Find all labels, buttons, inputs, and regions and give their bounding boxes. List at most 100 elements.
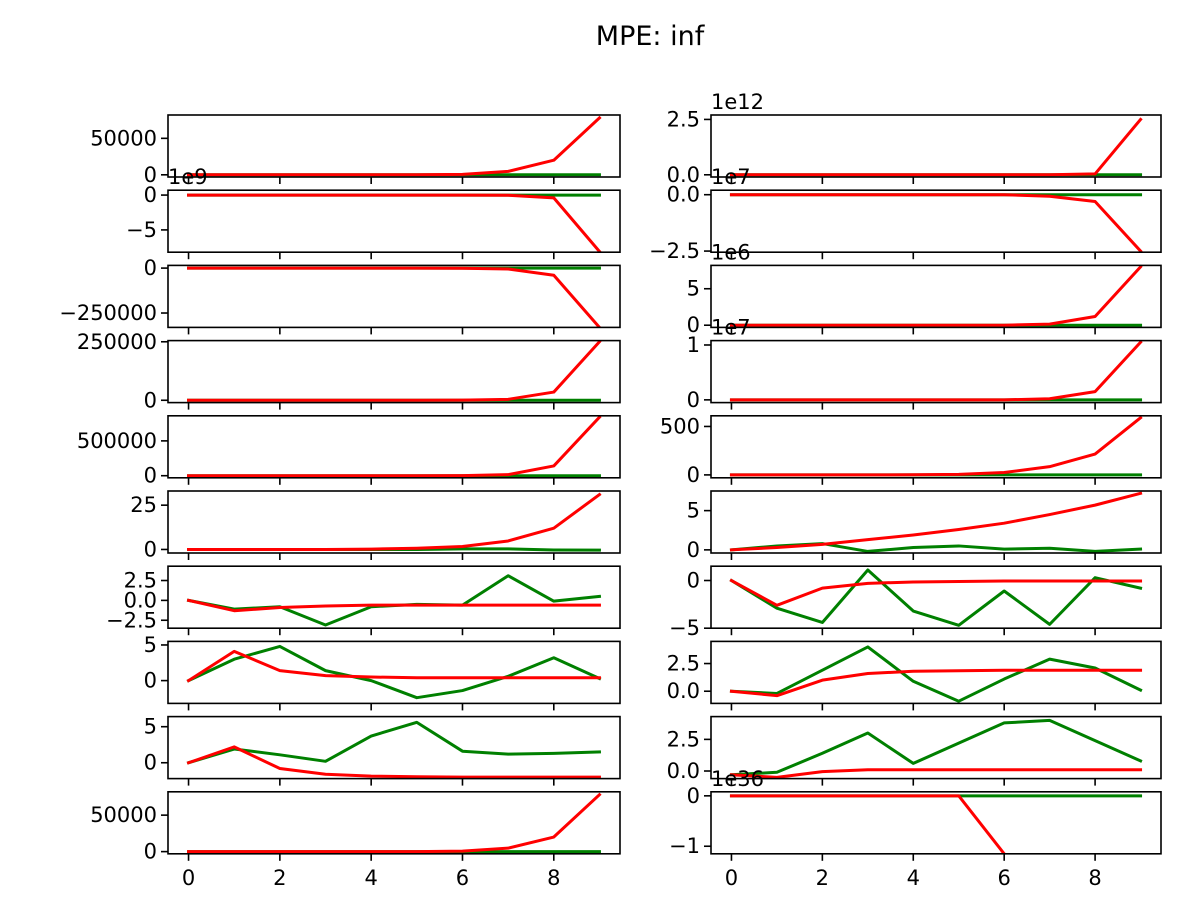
y-tick-label: 0: [144, 840, 157, 864]
y-tick-label: −5: [669, 616, 700, 640]
subplot-r9c0: 0 50000 0 2 4 6 8: [90, 790, 621, 890]
series-line-green: [186, 644, 602, 700]
subplot-r6c0: 2.50.0−2.5: [106, 565, 621, 636]
x-tick-label: 8: [547, 866, 560, 890]
subplot-r7c1: 0.02.5: [667, 640, 1162, 711]
subplot-r3c0: 0 250000: [77, 330, 621, 412]
subplot-grid: 0500000.02.51e120−51e90.0−2.51e70−250000…: [59, 90, 1162, 890]
y-tick-label: 50000: [90, 803, 157, 827]
x-tick-label: 2: [273, 866, 286, 890]
y-tick-label: 0: [144, 669, 157, 693]
axes-frame: [167, 715, 621, 780]
axes-frame: [167, 114, 621, 178]
y-tick-label: 0: [144, 163, 157, 187]
axes-frame: [167, 790, 621, 855]
subplot-r2c0: 0 −250000: [59, 256, 621, 335]
series-line-red: [187, 792, 602, 854]
series-line-red: [187, 193, 602, 253]
axes-frame: [167, 414, 621, 479]
series-line-green: [729, 718, 1143, 777]
y-tick-label: 0.0: [124, 588, 157, 612]
axes-frame: [710, 490, 1162, 554]
y-tick-label: 2.5: [124, 569, 157, 593]
y-tick-label: 2.5: [667, 652, 700, 676]
series-line-red: [729, 491, 1143, 552]
subplot-r8c1: 0.02.5: [667, 715, 1162, 786]
series-line-red: [729, 193, 1143, 253]
y-tick-label: 5: [144, 633, 157, 657]
axes-frame: [710, 264, 1162, 329]
axes-frame: [167, 490, 621, 554]
y-tick-label: −1: [669, 834, 700, 858]
series-line-red: [187, 415, 602, 478]
series-line-red: [187, 492, 602, 551]
subplot-r0c0: 0 50000: [90, 114, 621, 187]
series-line-red: [729, 117, 1143, 177]
axes-frame: [167, 189, 621, 253]
axes-frame: [710, 339, 1162, 404]
y-tick-label: 2.5: [667, 107, 700, 131]
y-tick-label: 5: [687, 499, 700, 523]
axes-frame: [710, 189, 1162, 253]
y-tick-label: 0: [144, 464, 157, 488]
series-line-red: [729, 668, 1143, 698]
y-tick-label: −5: [126, 218, 157, 242]
subplot-r0c1: 0.0 2.5 1e12: [667, 90, 1162, 187]
subplot-r5c0: 0 25: [130, 490, 621, 561]
y-tick-label: 0: [687, 784, 700, 808]
series-line-red: [729, 768, 1143, 779]
y-tick-label: 0: [144, 388, 157, 412]
series-line-red: [187, 266, 602, 328]
axes-frame: [167, 640, 621, 705]
series-line-red: [729, 340, 1143, 402]
series-line-green: [186, 720, 601, 765]
offset-label: 1e9: [168, 165, 208, 189]
x-tick-label: 8: [1088, 866, 1101, 890]
axes-frame: [710, 414, 1162, 479]
offset-label: 1e12: [711, 90, 764, 114]
y-tick-label: 0.0: [667, 183, 700, 207]
axes-frame: [710, 565, 1162, 630]
axes-frame: [167, 264, 621, 329]
series-line-red: [187, 115, 602, 177]
x-tick-label: 4: [364, 866, 377, 890]
y-tick-label: 0: [687, 463, 700, 487]
subplot-r7c0: 05: [144, 633, 621, 711]
y-tick-label: −250000: [59, 301, 157, 325]
axes-frame: [710, 715, 1162, 780]
offset-label: 1e7: [711, 316, 751, 340]
y-tick-label: 0.0: [667, 759, 700, 783]
y-tick-label: −2.5: [106, 608, 157, 632]
offset-label: 1e6: [711, 240, 751, 264]
axes-frame: [710, 640, 1162, 705]
subplot-r4c0: 0 500000: [77, 414, 621, 488]
series-line-green: [729, 645, 1143, 703]
y-tick-label: 0: [144, 751, 157, 775]
series-line-red: [186, 598, 601, 613]
subplot-r1c0: 0 −5 1e9: [126, 165, 621, 260]
series-line-red: [729, 415, 1143, 477]
x-tick-label: 2: [816, 866, 829, 890]
y-tick-label: 1: [687, 333, 700, 357]
y-tick-label: 5: [687, 277, 700, 301]
y-tick-label: 0: [144, 183, 157, 207]
subplot-r1c1: 0.0 −2.5 1e7: [649, 165, 1162, 263]
y-tick-label: 0: [687, 313, 700, 337]
y-tick-label: 5: [144, 715, 157, 739]
subplot-r9c1: 0 −1 0 2 4 6 8 1e36: [669, 767, 1162, 890]
series-line-green: [729, 568, 1143, 627]
y-tick-label: 0: [687, 538, 700, 562]
series-line-red: [729, 265, 1143, 327]
y-tick-label: 0.0: [667, 679, 700, 703]
y-tick-label: 0: [687, 388, 700, 412]
axes-frame: [710, 790, 1162, 855]
x-tick-label: 6: [456, 866, 469, 890]
series-line-red: [729, 578, 1143, 607]
y-tick-label: 500: [660, 414, 700, 438]
series-line-green: [186, 574, 602, 627]
axes-frame: [710, 114, 1162, 178]
x-tick-label: 0: [182, 866, 195, 890]
subplot-r8c0: 05: [144, 715, 621, 786]
